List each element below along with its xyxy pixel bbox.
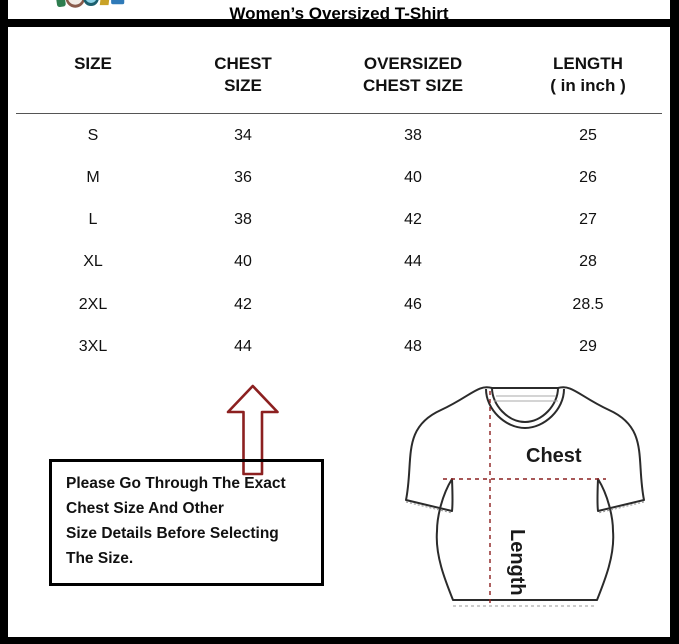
svg-text:Chest: Chest [526,445,582,467]
svg-text:Length: Length [506,529,528,596]
